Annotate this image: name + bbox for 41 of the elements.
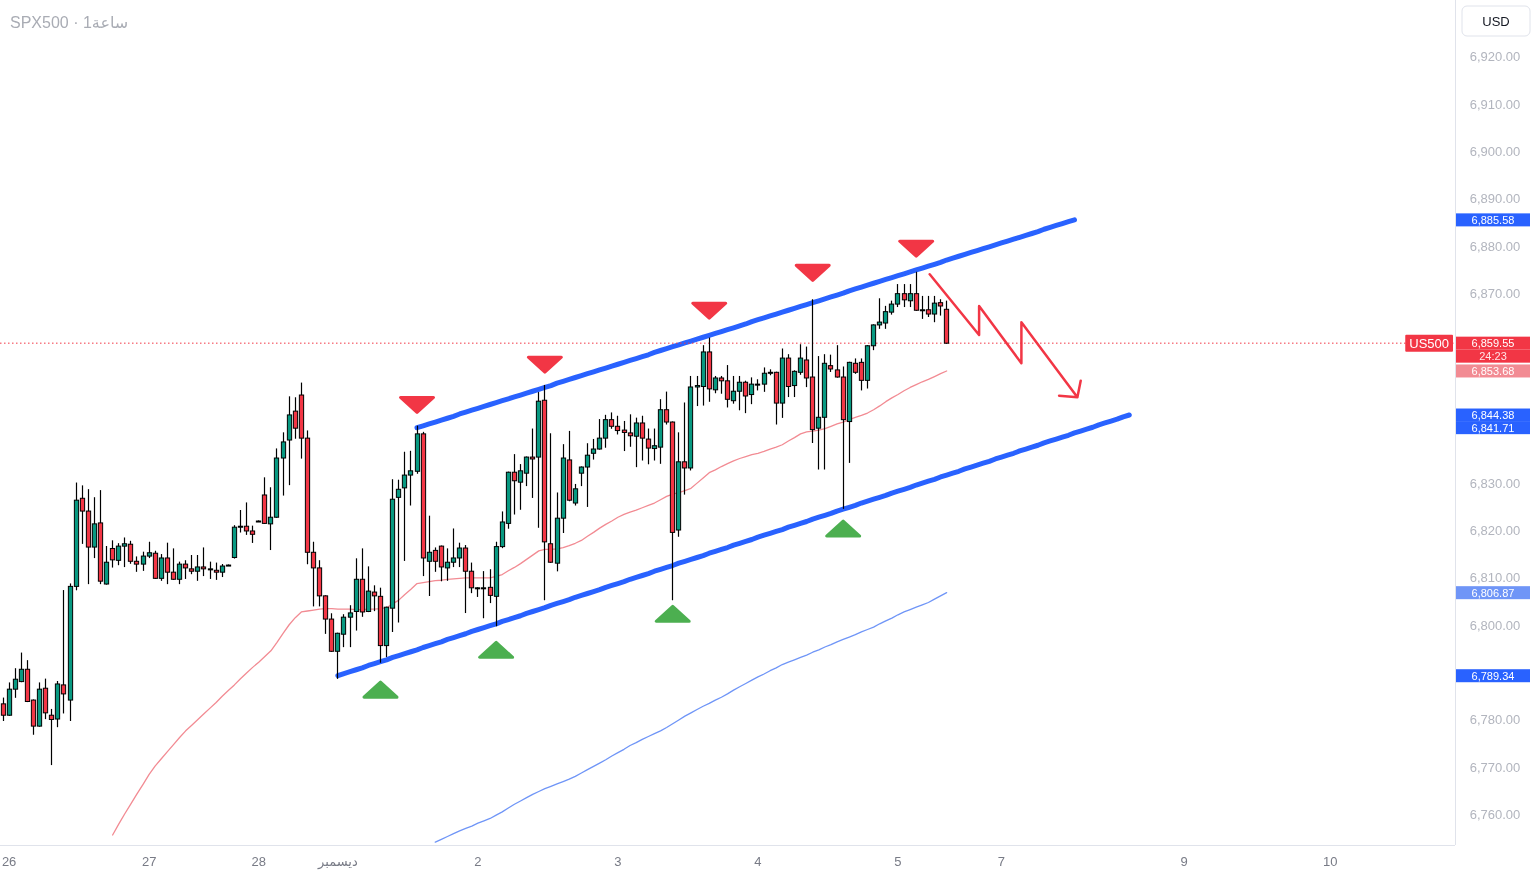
candlestick [395, 479, 402, 623]
text: USD [1482, 13, 1510, 29]
x-tick-label: 4 [754, 853, 762, 869]
text: 24:23 [1479, 350, 1507, 363]
y-tick-label: 6,890.00 [1469, 191, 1521, 207]
y-tick-label: 6,830.00 [1469, 475, 1521, 491]
y-tick-label: 6,880.00 [1469, 238, 1521, 254]
y-tick-label: 6,900.00 [1469, 144, 1521, 160]
x-tick-label: 7 [997, 853, 1006, 869]
x-tick-label: 9 [1180, 853, 1188, 869]
candlestick [547, 433, 554, 563]
y-tick-label: 6,859.55 [1471, 337, 1515, 350]
y-tick-label: 6,885.58 [1471, 213, 1515, 226]
x-tick-label: 10 [1322, 853, 1338, 869]
x-tick-label: ديسمبر [317, 853, 358, 870]
x-tick-label: 26 [1, 853, 17, 869]
x-tick-label: 28 [251, 853, 266, 869]
y-tick-label: 6,806.87 [1471, 586, 1515, 599]
y-tick-label: 6,760.00 [1469, 807, 1521, 823]
x-tick-label: 5 [894, 853, 902, 869]
line-series [111, 370, 948, 836]
y-tick-label: 6,870.00 [1469, 286, 1521, 302]
y-tick-label: 6,853.68 [1471, 364, 1515, 377]
y-tick-label: 6,770.00 [1469, 759, 1521, 775]
x-tick-label: 2 [474, 853, 482, 869]
x-tick-label: 3 [614, 853, 622, 869]
candlestick [280, 432, 287, 496]
text: SPX500 · 1ساعة [10, 13, 129, 31]
y-tick-label: 6,800.00 [1469, 617, 1521, 633]
y-tick-label: 6,820.00 [1469, 522, 1521, 538]
y-tick-label: 6,810.00 [1469, 570, 1521, 586]
line-series [434, 592, 948, 843]
y-tick-label: 6,789.34 [1471, 669, 1515, 682]
y-tick-label: 6,780.00 [1469, 712, 1521, 728]
y-tick-label: 6,910.00 [1469, 96, 1521, 112]
ref-line-label: US500 [1409, 335, 1449, 351]
candlestick [347, 605, 354, 648]
y-tick-label: 6,841.71 [1471, 421, 1515, 434]
y-tick-label: 6,844.38 [1471, 409, 1515, 422]
x-tick-label: 27 [141, 853, 157, 869]
y-tick-label: 6,920.00 [1469, 49, 1521, 65]
